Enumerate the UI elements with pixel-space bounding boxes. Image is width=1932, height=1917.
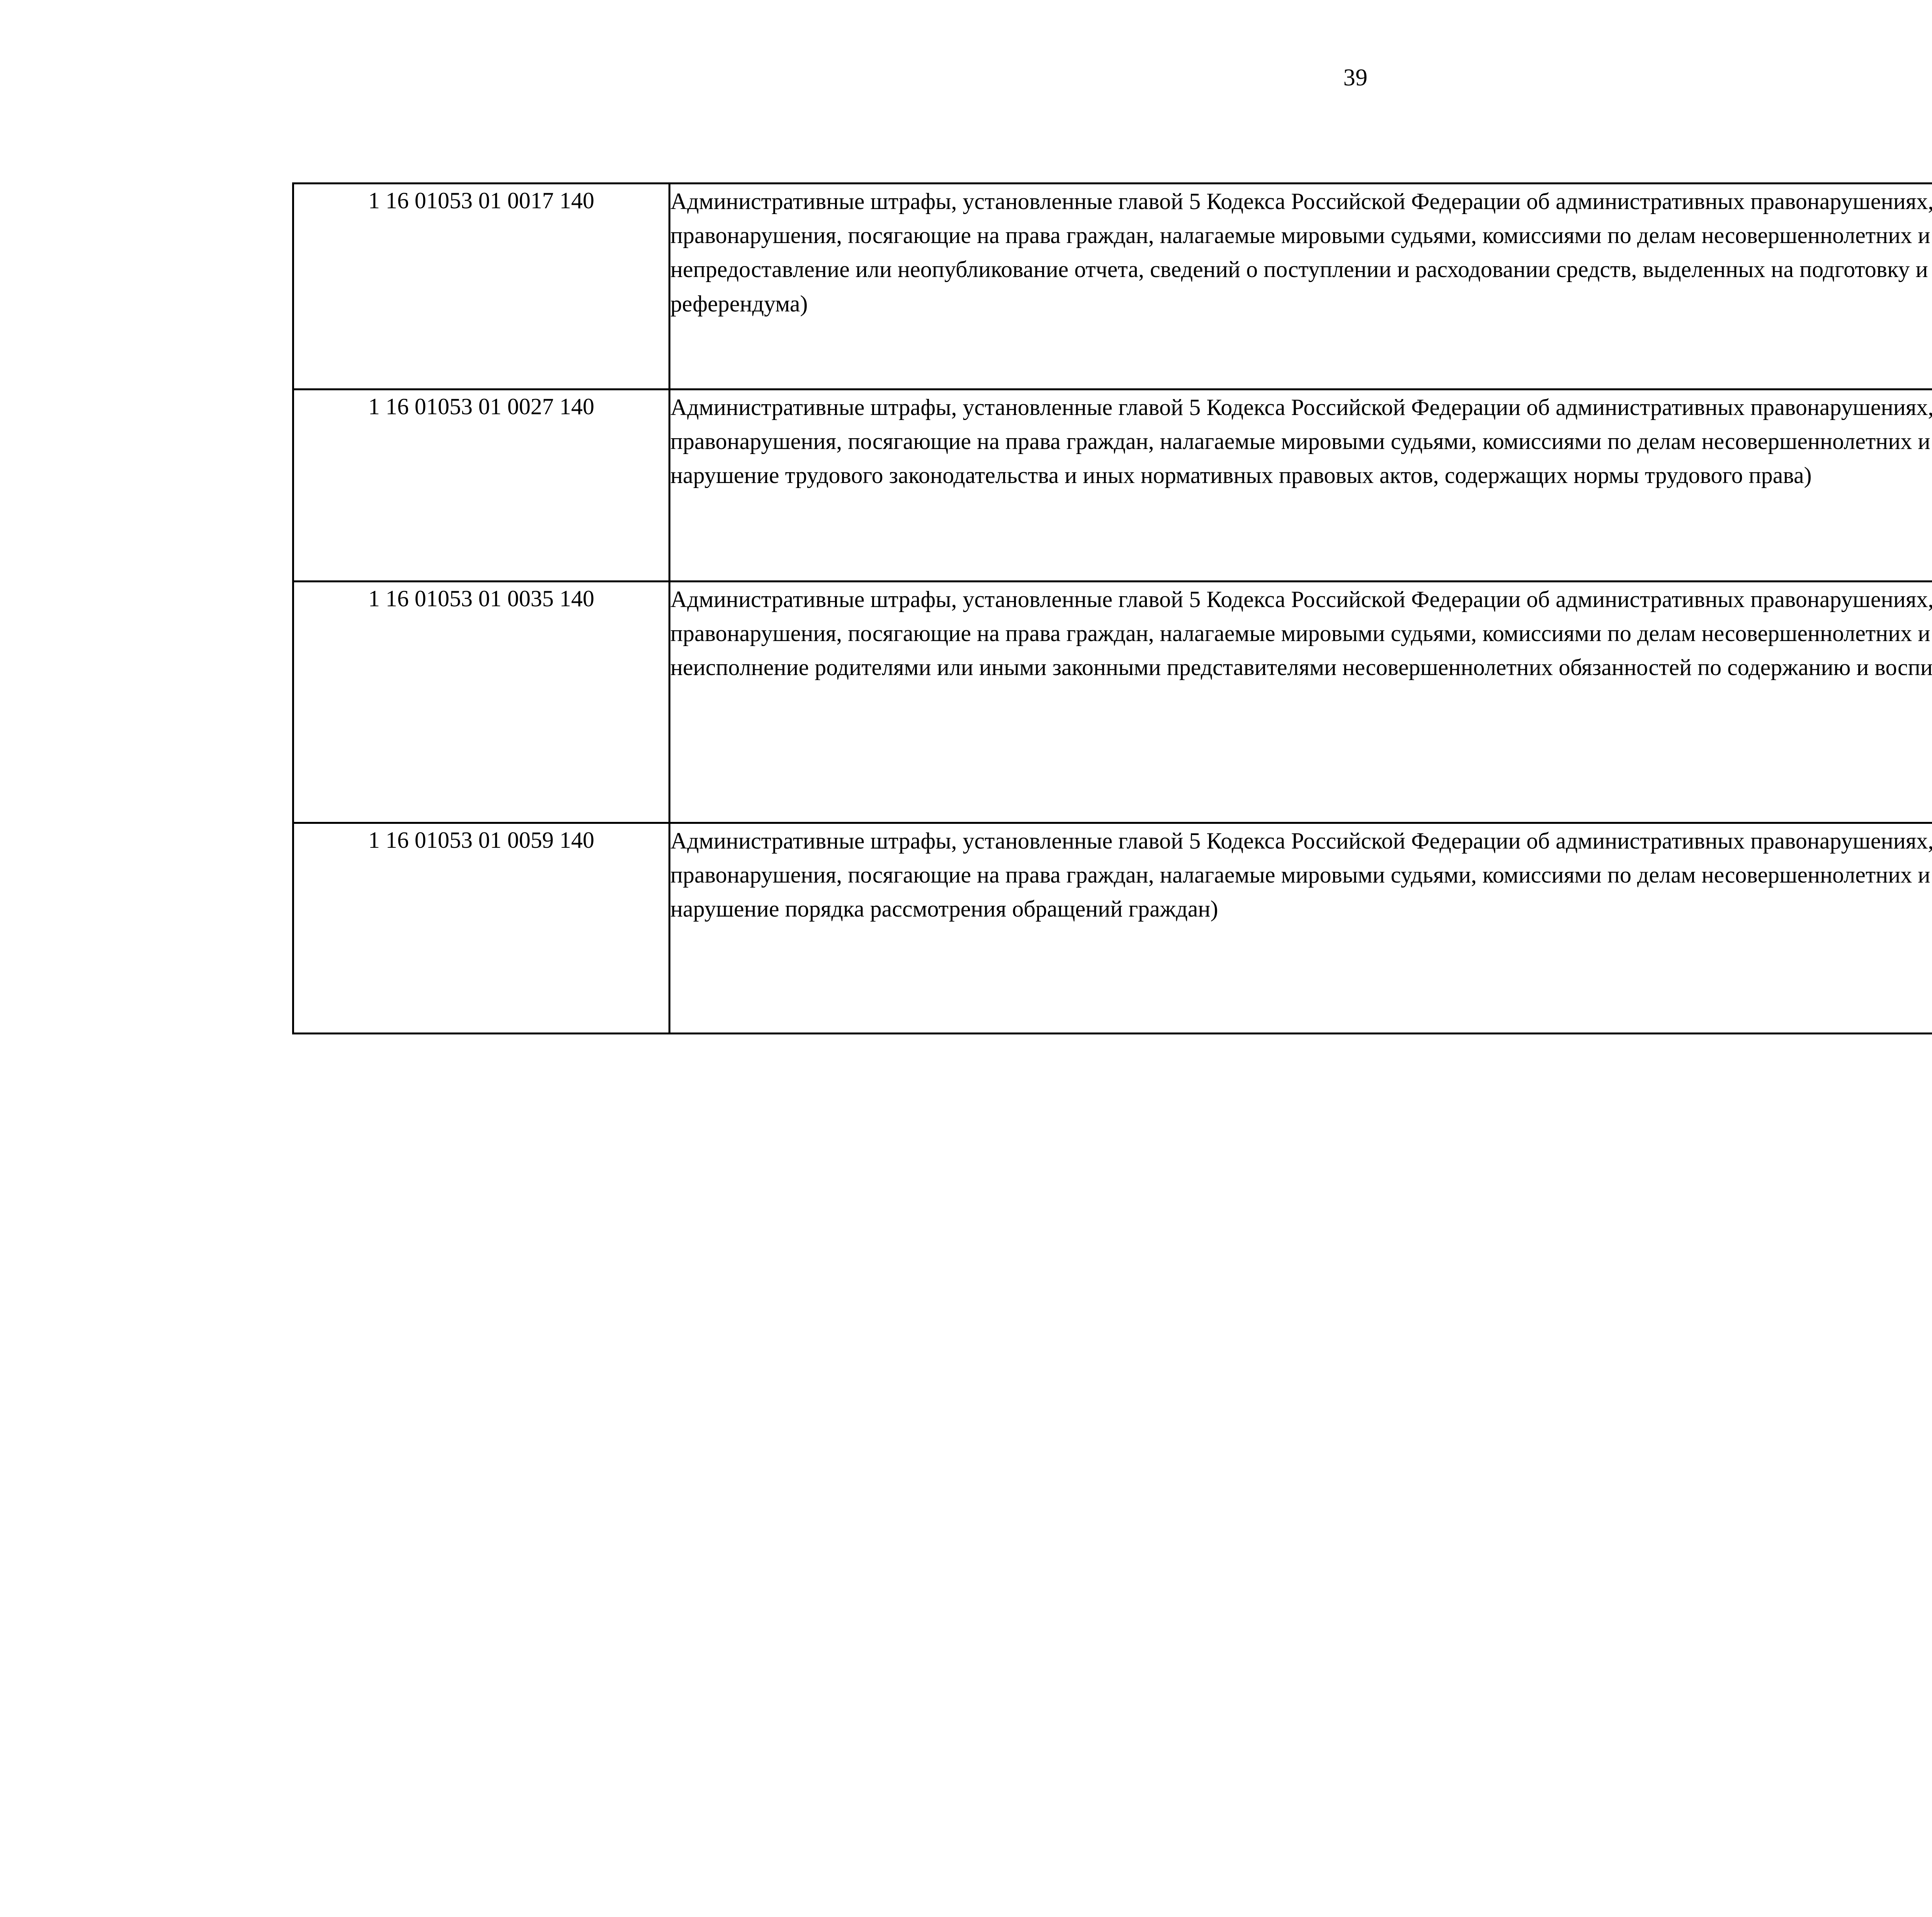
budget-code: 1 16 01053 01 0059 140 [368,827,594,853]
table-row: 1 16 01053 01 0035 140 Административные … [292,580,1932,824]
table-cell-description: Административные штрафы, установленные г… [668,822,1932,1034]
table-row: 1 16 01053 01 0027 140 Административные … [292,388,1932,582]
table-cell-code: 1 16 01053 01 0059 140 [292,822,670,1034]
table-cell-code: 1 16 01053 01 0017 140 [292,182,670,390]
budget-code: 1 16 01053 01 0027 140 [368,394,594,419]
table-cell-description: Административные штрафы, установленные г… [668,388,1932,582]
table-cell-code: 1 16 01053 01 0027 140 [292,388,670,582]
table-row: 1 16 01053 01 0017 140 Административные … [292,182,1932,390]
budget-description: Административные штрафы, установленные г… [670,828,1932,922]
table-cell-code: 1 16 01053 01 0035 140 [292,580,670,824]
budget-classification-table: 1 16 01053 01 0017 140 Административные … [292,182,1932,1034]
budget-description: Административные штрафы, установленные г… [670,587,1932,680]
table-cell-description: Административные штрафы, установленные г… [668,182,1932,390]
table-row: 1 16 01053 01 0059 140 Административные … [292,822,1932,1034]
page-number: 39 [1343,65,1368,91]
budget-code: 1 16 01053 01 0017 140 [368,188,594,213]
budget-description: Административные штрафы, установленные г… [670,395,1932,488]
table-cell-description: Административные штрафы, установленные г… [668,580,1932,824]
budget-description: Административные штрафы, установленные г… [670,189,1932,316]
budget-code: 1 16 01053 01 0035 140 [368,586,594,611]
